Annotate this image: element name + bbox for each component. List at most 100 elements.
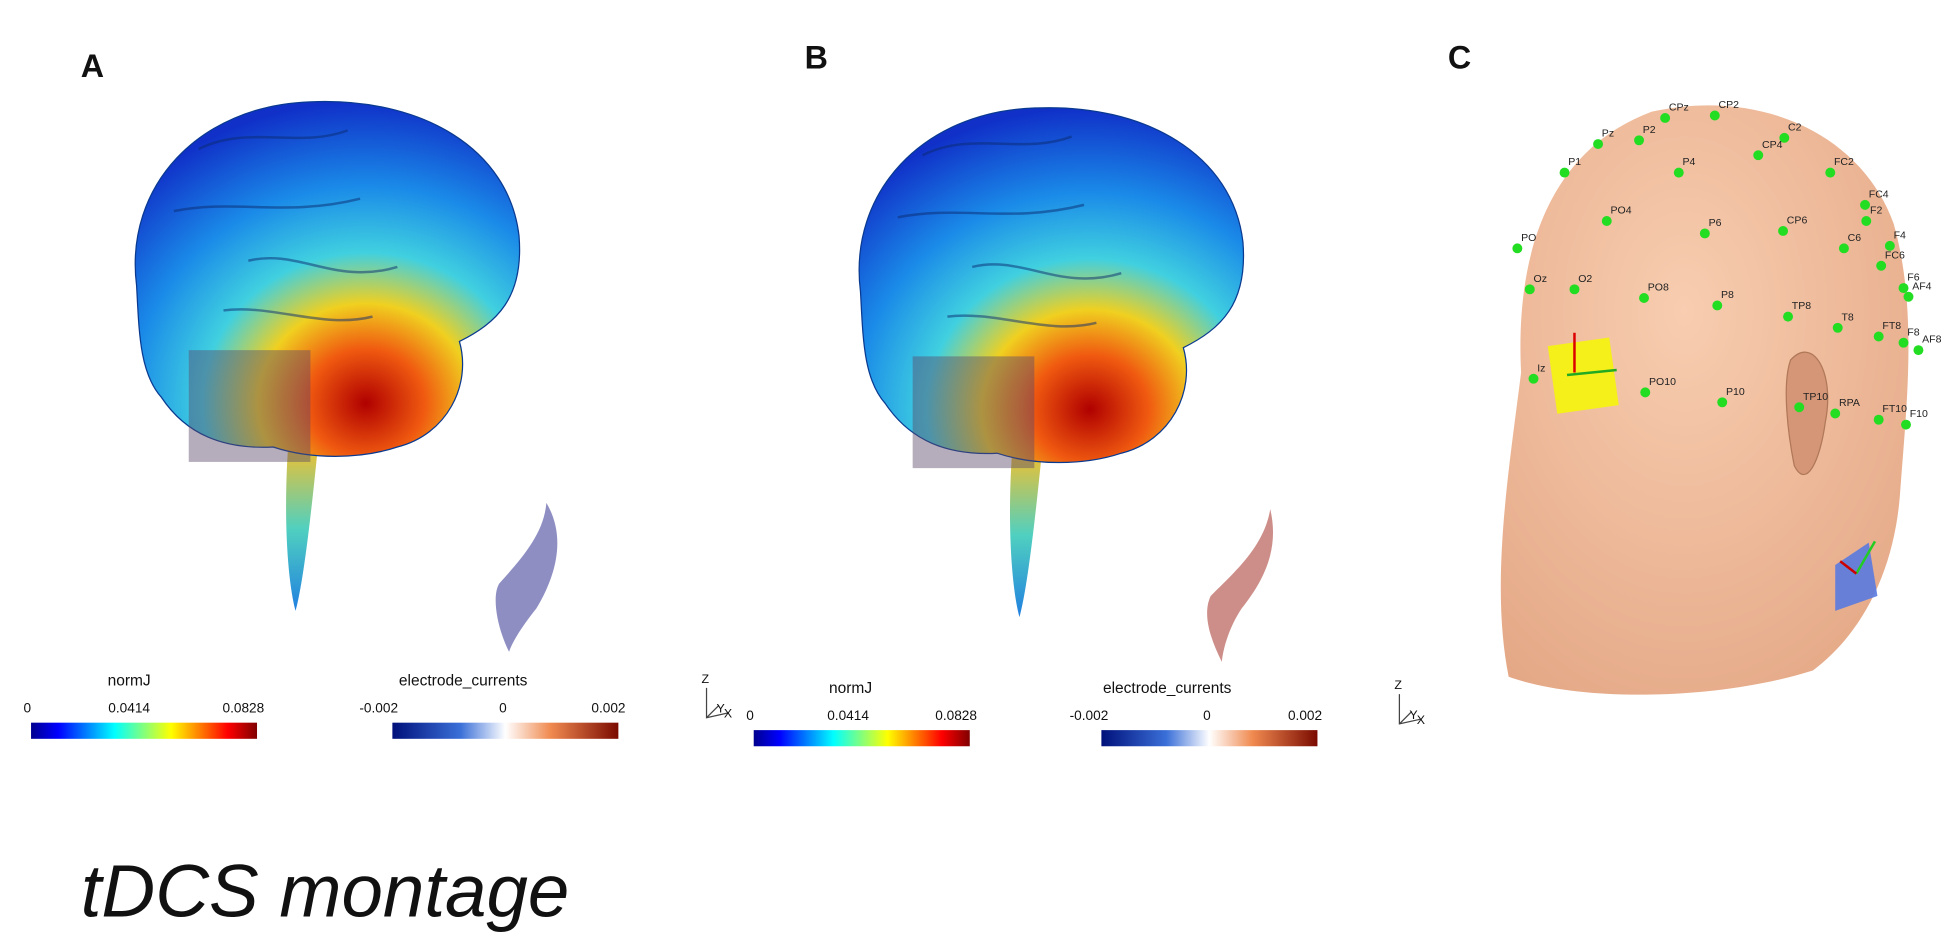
electrode	[1529, 374, 1539, 384]
axis-label: X	[1417, 713, 1426, 727]
axis-label: X	[724, 707, 733, 721]
electrode	[1861, 216, 1871, 226]
electrode	[1525, 284, 1535, 294]
electrode-patch	[496, 503, 558, 652]
electrode-label: CPz	[1669, 102, 1689, 114]
brain-render	[859, 108, 1243, 617]
figure-title: tDCS montage	[81, 849, 570, 932]
electrode	[1778, 226, 1788, 236]
electrode	[1674, 168, 1684, 178]
electrode	[1876, 261, 1886, 271]
electrode	[1899, 338, 1909, 348]
electrode	[1593, 139, 1603, 149]
colorbar	[392, 723, 618, 739]
electrode-label: F2	[1870, 205, 1882, 217]
colorbar	[1101, 730, 1317, 746]
electrode-label: PO4	[1610, 205, 1631, 217]
colorbar-tick-label: 0.0828	[935, 708, 977, 723]
colorbar-title: electrode_currents	[1103, 680, 1232, 697]
electrode	[1634, 135, 1644, 145]
axis-label: Z	[1394, 678, 1402, 692]
colorbar	[31, 723, 257, 739]
colorbar	[754, 730, 970, 746]
brain-render	[135, 101, 519, 610]
electrode-pad	[1548, 337, 1619, 413]
electrode-label: FC4	[1869, 188, 1889, 200]
electrode-label: P2	[1643, 124, 1656, 136]
colorbar-tick-label: 0	[24, 701, 32, 716]
electrode-label: O2	[1578, 273, 1592, 285]
electrode-label: C6	[1848, 232, 1862, 244]
colorbar-tick-label: -0.002	[359, 701, 398, 716]
colorbar-tick-label: 0.0414	[827, 708, 869, 723]
electrode-label: PO8	[1648, 282, 1669, 294]
colorbar-tick-label: 0.002	[591, 701, 625, 716]
colorbar-tick-label: 0	[746, 708, 754, 723]
colorbar-tick-label: 0.0828	[223, 701, 265, 716]
electrode-label: CP2	[1719, 99, 1740, 111]
electrode	[1570, 284, 1580, 294]
electrode-label: Pz	[1602, 128, 1614, 140]
electrode	[1794, 402, 1804, 412]
electrode	[1639, 293, 1649, 303]
electrode-label: P8	[1721, 289, 1734, 301]
electrode-label: TP8	[1792, 300, 1811, 312]
electrode-label: F10	[1910, 408, 1928, 420]
colorbar-tick-label: 0	[499, 701, 507, 716]
electrode	[1640, 387, 1650, 397]
electrode	[1839, 243, 1849, 253]
electrode	[1913, 345, 1923, 355]
electrode-label: P4	[1683, 156, 1696, 168]
electrode	[1783, 312, 1793, 322]
electrode-label: FC6	[1885, 249, 1905, 261]
electrode-label: T8	[1841, 311, 1853, 323]
electrode	[1860, 200, 1870, 210]
electrode-label: PO	[1521, 232, 1536, 244]
electrode	[1710, 111, 1720, 121]
electrode	[1717, 397, 1727, 407]
electrode-label: FT10	[1882, 403, 1907, 415]
panel-label: C	[1448, 39, 1471, 75]
electrode	[1899, 283, 1909, 293]
electrode	[1700, 228, 1710, 238]
electrode-label: F4	[1894, 229, 1906, 241]
colorbar-title: normJ	[829, 680, 872, 697]
electrode	[1753, 150, 1763, 160]
electrode-label: P10	[1726, 386, 1745, 398]
axis-label: Z	[702, 672, 710, 686]
electrode-label: PO10	[1649, 376, 1676, 388]
electrode-label: Iz	[1537, 362, 1545, 374]
electrode-label: FT8	[1882, 320, 1901, 332]
colorbar-tick-label: -0.002	[1070, 708, 1109, 723]
electrode-label: P6	[1709, 217, 1722, 229]
figure-content: A B C tDCS montage normJ 0 0.0414 0.0828 ele…	[24, 39, 1942, 932]
electrode-label: C2	[1788, 121, 1802, 133]
electrode	[1825, 168, 1835, 178]
electrode-label: P1	[1568, 156, 1581, 168]
colorbar-tick-label: 0.0414	[108, 701, 150, 716]
electrode-patch	[1207, 509, 1273, 662]
electrode-label: F8	[1907, 326, 1919, 338]
panel-label: B	[805, 39, 828, 75]
electrode	[1560, 168, 1570, 178]
electrode	[1660, 113, 1670, 123]
electrode-label: CP4	[1762, 139, 1783, 151]
figure: A B C tDCS montage normJ 0 0.0414 0.0828 ele…	[0, 0, 1947, 937]
electrode	[1512, 243, 1522, 253]
electrode-label: CP6	[1787, 215, 1808, 227]
electrode-label: FC2	[1834, 156, 1854, 168]
colorbar-tick-label: 0	[1203, 708, 1211, 723]
electrode-label: AF4	[1912, 280, 1931, 292]
electrode-label: AF8	[1922, 334, 1941, 346]
electrode	[1833, 323, 1843, 333]
electrode	[1904, 292, 1914, 302]
electrode	[1874, 332, 1884, 342]
electrode	[1602, 216, 1612, 226]
electrode	[1874, 415, 1884, 425]
panel-label: A	[81, 48, 104, 84]
electrode-label: Oz	[1533, 273, 1546, 285]
colorbar-title: normJ	[108, 672, 151, 689]
electrode	[1830, 409, 1840, 419]
colorbar-title: electrode_currents	[399, 672, 528, 689]
colorbar-tick-label: 0.002	[1288, 708, 1322, 723]
